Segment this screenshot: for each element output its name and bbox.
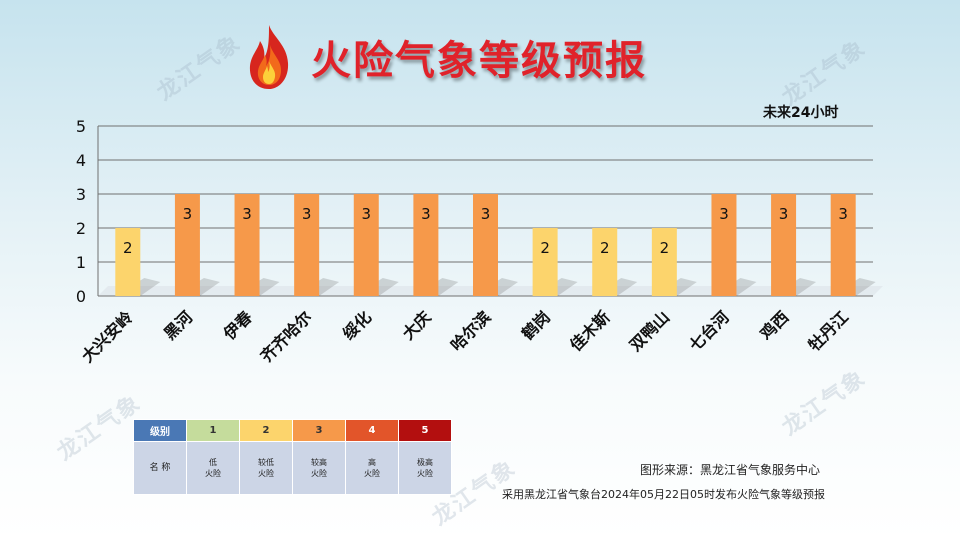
chart-subtitle: 未来24小时 [763,104,838,121]
legend-level-4: 4 [345,419,399,442]
y-tick-label: 5 [76,117,86,136]
x-tick-label: 鹤岗 [518,307,554,343]
data-label: 3 [421,205,431,223]
data-label: 3 [242,205,252,223]
data-label: 2 [660,239,670,257]
bar-chart: 未来24小时 0 1 2 3 4 5 2 大兴安岭 3 黑河 3 伊春 3 齐齐哈尔 3 绥化 3 大庆 3 哈尔滨 2 鹤… [76,104,883,366]
data-label: 2 [600,239,610,257]
data-label: 2 [540,239,550,257]
data-label: 3 [183,205,193,223]
x-tick-label: 齐齐哈尔 [257,307,316,366]
bar [830,194,856,296]
bar [353,194,379,296]
x-tick-label: 双鸭山 [626,307,673,354]
x-tick-label: 绥化 [339,307,375,343]
x-tick-label: 哈尔滨 [447,307,494,354]
bar [294,194,320,296]
issue-note: 采用黑龙江省气象台2024年05月22日05时发布火险气象等级预报 [502,488,825,501]
bar [234,194,260,296]
legend-level-header: 级别 [133,419,187,442]
legend-name-2: 较低 火险 [239,441,293,495]
page-title: 火险气象等级预报 [311,38,647,84]
x-tick-label: 七台河 [685,307,732,354]
bar [473,194,498,296]
legend-name-1: 低火险 [186,441,240,495]
legend-header-row: 级别 1 2 3 4 5 [133,419,452,442]
legend-name-4: 高火险 [345,441,399,495]
bar [771,194,797,296]
x-tick-label: 伊春 [219,307,256,344]
legend-name-3: 较高 火险 [292,441,346,495]
data-label: 3 [361,205,371,223]
flame-icon [249,25,289,89]
y-tick-label: 0 [76,287,86,306]
legend-name-row: 名 称 低火险 较低 火险 较高 火险 高火险 极高 火险 [133,441,452,495]
y-tick-label: 3 [76,185,86,204]
data-label: 3 [302,205,312,223]
x-tick-label: 佳木斯 [566,307,613,354]
data-label: 3 [481,205,491,223]
x-tick-label: 大兴安岭 [78,307,137,366]
title-block: 火险气象等级预报 [245,22,647,92]
x-tick-label: 大庆 [399,307,435,343]
x-tick-label: 牡丹江 [805,307,852,354]
legend-level-2: 2 [239,419,293,442]
bar [711,194,737,296]
data-label: 3 [838,205,848,223]
y-tick-label: 1 [76,253,86,272]
bar [174,194,200,296]
bar [115,228,141,296]
source-credit: 图形来源：黑龙江省气象服务中心 [640,463,821,477]
legend-name-header: 名 称 [133,441,187,495]
bar [592,228,618,296]
legend-level-5: 5 [398,419,452,442]
bar [651,228,677,296]
data-label: 2 [123,239,133,257]
bar [413,194,439,296]
data-label: 3 [779,205,789,223]
data-label: 3 [719,205,729,223]
legend-name-5: 极高 火险 [398,441,452,495]
x-tick-label: 鸡西 [756,307,793,344]
legend-level-1: 1 [186,419,240,442]
legend-level-3: 3 [292,419,346,442]
level-legend: 级别 1 2 3 4 5 名 称 低火险 较低 火险 较高 火险 高火险 极高 火险 [133,419,452,495]
x-tick-label: 黑河 [160,307,196,343]
y-tick-label: 4 [76,151,86,170]
y-tick-label: 2 [76,219,86,238]
bar [532,228,558,296]
